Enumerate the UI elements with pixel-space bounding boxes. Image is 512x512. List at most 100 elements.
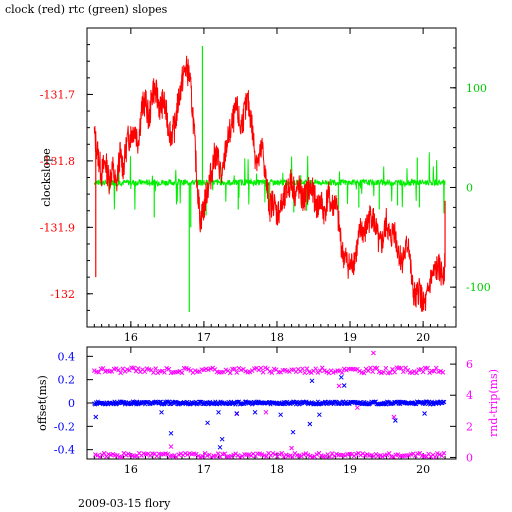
rndtrip-point-upper	[431, 368, 437, 374]
rndtrip-point-lower	[200, 454, 206, 459]
rndtrip-point-upper	[341, 366, 347, 372]
offset-outlier	[309, 378, 315, 384]
offset-outlier	[217, 444, 223, 450]
top-y2tick-label: 100	[466, 82, 487, 95]
rndtrip-point-upper	[357, 368, 362, 374]
rndtrip-point-upper	[302, 370, 308, 376]
rndtrip-point-upper	[361, 370, 367, 376]
rndtrip-point-upper	[186, 366, 191, 372]
offset-outlier	[290, 429, 296, 435]
rndtrip-point-upper	[381, 369, 387, 375]
rndtrip-point-upper	[135, 366, 141, 371]
rndtrip-point-upper	[440, 370, 446, 375]
rndtrip-point-lower	[171, 453, 177, 458]
top-xtick-label: 18	[270, 331, 284, 344]
offset-outlier	[168, 430, 174, 436]
rndtrip-outlier	[371, 350, 376, 356]
rndtrip-point-upper	[322, 368, 327, 373]
rndtrip-point-lower	[435, 450, 440, 456]
rndtrip-point-upper	[159, 368, 165, 374]
rndtrip-point-lower	[279, 450, 285, 456]
rndtrip-point-upper	[304, 366, 310, 371]
top-y2tick-label: -100	[466, 281, 491, 294]
top-ytick-label: -131.8	[40, 155, 75, 168]
rndtrip-point-lower	[264, 454, 269, 459]
rndtrip-point-lower	[288, 453, 293, 458]
bottom-ytick-label: 0	[68, 397, 75, 410]
rndtrip-point-lower	[185, 452, 190, 458]
rndtrip-point-upper	[151, 370, 156, 376]
offset-outlier	[205, 420, 210, 426]
offset-outlier	[134, 399, 140, 405]
rndtrip-point-upper	[401, 369, 406, 375]
rndtrip-point-upper	[438, 368, 444, 374]
rndtrip-point-lower	[95, 453, 100, 458]
rndtrip-point-upper	[392, 369, 397, 375]
bottom-xtick-label: 18	[270, 463, 284, 476]
rndtrip-point-upper	[247, 369, 253, 375]
offset-outlier	[252, 409, 258, 415]
rndtrip-point-upper	[153, 366, 159, 372]
rndtrip-point-upper	[282, 367, 288, 373]
rndtrip-point-upper	[383, 365, 389, 371]
rndtrip-point-upper	[414, 370, 419, 376]
rndtrip-point-upper	[368, 365, 373, 371]
rndtrip-point-upper	[142, 369, 148, 375]
offset-point	[166, 399, 171, 404]
bottom-ytick-label: 0.4	[58, 350, 76, 363]
rndtrip-point-upper	[258, 365, 264, 371]
rndtrip-point-upper	[433, 365, 439, 371]
rndtrip-point-upper	[118, 370, 123, 376]
rndtrip-outlier	[391, 414, 397, 420]
rndtrip-point-lower	[215, 451, 221, 456]
offset-outlier	[317, 412, 322, 418]
rndtrip-point-lower	[290, 454, 296, 460]
offset-outlier	[278, 412, 283, 418]
bottom-xtick-label: 19	[343, 463, 357, 476]
top-ytick-label: -132	[50, 288, 75, 301]
bottom-ytick-label: -0.2	[54, 420, 75, 433]
rndtrip-outlier	[168, 444, 174, 449]
offset-outlier	[341, 383, 347, 388]
rndtrip-point-upper	[131, 365, 137, 371]
rndtrip-outlier	[355, 405, 360, 411]
bottom-y2tick-label: 6	[466, 358, 473, 371]
rndtrip-point-lower	[123, 452, 129, 458]
rndtrip-point-lower	[101, 450, 107, 456]
rndtrip-point-lower	[125, 451, 131, 457]
bottom-ylabel: offset(ms)	[36, 375, 49, 431]
rndtrip-point-upper	[155, 370, 161, 376]
top-ytick-label: -131.9	[40, 221, 75, 234]
rndtrip-point-lower	[314, 452, 320, 457]
chart-title: clock (red) rtc (green) slopes	[5, 3, 168, 16]
rndtrip-point-upper	[344, 367, 349, 373]
bottom-y2tick-label: 0	[466, 451, 473, 464]
offset-point	[442, 399, 447, 405]
rndtrip-point-upper	[100, 365, 106, 371]
rndtrip-point-upper	[269, 370, 275, 375]
rndtrip-point-upper	[166, 366, 172, 372]
rndtrip-point-upper	[234, 370, 240, 375]
clock-series-line	[93, 55, 446, 312]
offset-outlier	[216, 409, 221, 415]
rndtrip-point-lower	[342, 453, 348, 459]
top-y2tick-label: 0	[466, 181, 473, 194]
bottom-y2tick-label: 2	[466, 420, 473, 433]
rndtrip-point-upper	[427, 370, 433, 375]
rndtrip-point-upper	[339, 370, 345, 376]
bottom-y2tick-label: 4	[466, 389, 473, 402]
rndtrip-outlier	[263, 409, 269, 415]
offset-outlier	[234, 411, 240, 416]
rndtrip-point-upper	[374, 365, 380, 371]
rndtrip-point-upper	[317, 368, 323, 374]
top-ytick-label: -131.7	[40, 88, 75, 101]
bottom-ytick-label: -0.4	[54, 444, 75, 457]
rndtrip-point-upper	[227, 370, 233, 376]
rndtrip-point-upper	[313, 366, 319, 372]
rndtrip-point-lower	[327, 454, 333, 460]
rndtrip-point-upper	[179, 370, 185, 376]
footer-label: 2009-03-15 flory	[78, 497, 171, 510]
rndtrip-point-lower	[441, 450, 447, 456]
rndtrip-point-lower	[380, 454, 385, 459]
rndtrip-point-upper	[387, 370, 393, 375]
